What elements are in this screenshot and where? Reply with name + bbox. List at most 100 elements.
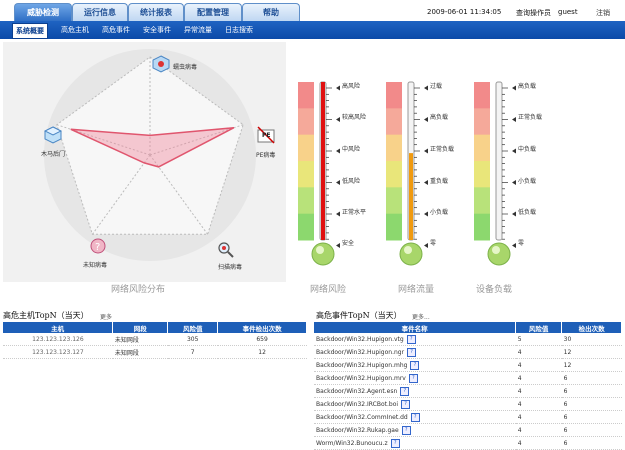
pe-virus-icon[interactable]: PE bbox=[256, 126, 276, 144]
events-col-risk[interactable]: 风险值 bbox=[515, 322, 563, 333]
events-col-count[interactable]: 检出次数 bbox=[561, 322, 622, 333]
gauge-band bbox=[298, 161, 314, 188]
help-icon[interactable]: ? bbox=[406, 334, 416, 344]
event-name[interactable]: Backdoor/Win32.IRCBot.boi? bbox=[314, 397, 516, 411]
event-name[interactable]: Backdoor/Win32.Hupigon.mhg? bbox=[314, 358, 516, 372]
gauge-arrow bbox=[424, 243, 428, 248]
hosts-section-title: 高危主机TopN（当天） bbox=[3, 311, 89, 320]
gauge-arrow bbox=[336, 243, 340, 248]
gauge-arrow bbox=[512, 243, 516, 248]
table-row[interactable]: Backdoor/Win32.CommInet.dd? 4 6 bbox=[314, 410, 622, 424]
gauge-bulb bbox=[399, 242, 423, 266]
tab-runtime-info[interactable]: 运行信息 bbox=[72, 3, 128, 21]
events-more-link[interactable]: 更多... bbox=[412, 314, 430, 321]
hosts-col-risk[interactable]: 风险值 bbox=[167, 322, 219, 333]
event-name[interactable]: Backdoor/Win32.Hupigon.ngr? bbox=[314, 345, 516, 359]
table-row[interactable]: 123.123.123.126 未知网段 305 659 bbox=[3, 333, 307, 346]
gauge-label: 重负载 bbox=[430, 178, 449, 185]
subnav-high-risk-events[interactable]: 高危事件 bbox=[102, 26, 130, 34]
subnav-log-search[interactable]: 日志搜索 bbox=[225, 26, 253, 34]
table-row[interactable]: Worm/Win32.Bunoucu.z? 4 6 bbox=[314, 436, 622, 450]
event-name[interactable]: Backdoor/Win32.CommInet.dd? bbox=[314, 410, 516, 424]
host-ip[interactable]: 123.123.123.126 bbox=[3, 333, 113, 346]
subnav-system-summary[interactable]: 系统概要 bbox=[12, 23, 48, 39]
subnav-abnormal-traffic[interactable]: 异常流量 bbox=[184, 26, 212, 34]
sub-navigation: 系统概要 高危主机 高危事件 安全事件 异常流量 日志搜索 bbox=[0, 21, 625, 39]
help-icon[interactable]: ? bbox=[401, 425, 411, 435]
gauge-band bbox=[386, 161, 402, 188]
event-name[interactable]: Backdoor/Win32.Rukap.gae? bbox=[314, 423, 516, 437]
scan-virus-icon[interactable] bbox=[216, 240, 234, 258]
event-name-text: Worm/Win32.Bunoucu.z bbox=[316, 439, 388, 447]
event-name-text: Backdoor/Win32.Hupigon.ngr bbox=[316, 348, 405, 356]
event-name[interactable]: Backdoor/Win32.Agent.esn? bbox=[314, 384, 516, 398]
worm-virus-icon[interactable] bbox=[152, 55, 170, 73]
subnav-security-events[interactable]: 安全事件 bbox=[143, 26, 171, 34]
hosts-col-segment[interactable]: 网段 bbox=[112, 322, 169, 333]
unknown-virus-icon[interactable]: ? bbox=[89, 237, 107, 255]
radar-axis-line bbox=[149, 124, 244, 156]
risk-radar-chart bbox=[44, 49, 256, 261]
events-col-name[interactable]: 事件名称 bbox=[314, 322, 517, 333]
table-row[interactable]: Backdoor/Win32.Agent.esn? 4 6 bbox=[314, 384, 622, 398]
gauge-bulb bbox=[311, 242, 335, 266]
help-icon[interactable]: ? bbox=[407, 347, 417, 357]
event-count: 6 bbox=[561, 397, 622, 411]
device-load-gauge: 高负载 正常负载 中负载 小负载 低负载 零 bbox=[472, 78, 552, 273]
help-icon[interactable]: ? bbox=[408, 373, 418, 383]
gauge-label: 零 bbox=[430, 240, 437, 247]
radar-axis-unknown-virus: 未知病毒 bbox=[83, 262, 108, 269]
subnav-high-risk-hosts[interactable]: 高危主机 bbox=[61, 26, 89, 34]
gauge-bulb bbox=[487, 242, 511, 266]
gauge-band bbox=[474, 161, 490, 188]
host-risk: 305 bbox=[167, 333, 218, 346]
hosts-col-host[interactable]: 主机 bbox=[3, 322, 114, 333]
table-row[interactable]: Backdoor/Win32.Rukap.gae? 4 6 bbox=[314, 423, 622, 437]
logout-link[interactable]: 注销 bbox=[596, 9, 610, 17]
help-icon[interactable]: ? bbox=[410, 412, 420, 422]
event-name[interactable]: Backdoor/Win32.Hupigon.vtg? bbox=[314, 333, 516, 346]
radar-axis-line bbox=[149, 154, 209, 235]
gauge-arrow bbox=[512, 211, 516, 217]
gauge-band bbox=[298, 82, 314, 109]
hosts-col-count[interactable]: 事件检出次数 bbox=[217, 322, 307, 333]
tab-threat-detection[interactable]: 威胁检测 bbox=[14, 3, 72, 21]
event-risk: 4 bbox=[515, 358, 562, 372]
table-row[interactable]: 123.123.123.127 未知网段 7 12 bbox=[3, 345, 307, 359]
operator-label: 查询操作员 bbox=[516, 9, 551, 17]
event-risk: 4 bbox=[515, 410, 562, 424]
gauge-tube bbox=[495, 81, 503, 241]
table-row[interactable]: Backdoor/Win32.Hupigon.mhg? 4 12 bbox=[314, 358, 622, 372]
host-ip[interactable]: 123.123.123.127 bbox=[3, 345, 113, 359]
gauge-label: 高风险 bbox=[342, 83, 361, 90]
gauge-band bbox=[298, 108, 314, 136]
host-risk: 7 bbox=[167, 345, 218, 359]
gauge-band bbox=[474, 213, 490, 241]
radar-axis-worm-virus: 蠕虫病毒 bbox=[173, 64, 198, 71]
help-icon[interactable]: ? bbox=[401, 399, 411, 409]
event-name[interactable]: Worm/Win32.Bunoucu.z? bbox=[314, 436, 516, 450]
tab-config-management[interactable]: 配置管理 bbox=[184, 3, 242, 21]
table-row[interactable]: Backdoor/Win32.Hupigon.vtg? 5 30 bbox=[314, 333, 622, 346]
gauge-band bbox=[386, 108, 402, 136]
table-row[interactable]: Backdoor/Win32.Hupigon.ngr? 4 12 bbox=[314, 345, 622, 359]
gauge-level-fill bbox=[409, 153, 413, 240]
table-row[interactable]: Backdoor/Win32.Hupigon.mrv? 4 6 bbox=[314, 371, 622, 385]
hosts-more-link[interactable]: 更多 bbox=[100, 314, 113, 321]
gauge-label: 中负载 bbox=[518, 146, 537, 153]
table-row[interactable]: Backdoor/Win32.IRCBot.boi? 4 6 bbox=[314, 397, 622, 411]
radar-caption: 网络风险分布 bbox=[111, 285, 166, 295]
event-name[interactable]: Backdoor/Win32.Hupigon.mrv? bbox=[314, 371, 516, 385]
svg-text:?: ? bbox=[95, 242, 100, 253]
operator-name: guest bbox=[558, 8, 578, 16]
event-count: 12 bbox=[561, 358, 622, 372]
trojan-backdoor-icon[interactable] bbox=[43, 126, 63, 144]
device-load-caption: 设备负载 bbox=[476, 285, 513, 295]
help-icon[interactable]: ? bbox=[400, 386, 410, 396]
gauge-label: 正常负载 bbox=[430, 146, 455, 153]
help-icon[interactable]: ? bbox=[390, 438, 400, 448]
tab-statistics-report[interactable]: 统计报表 bbox=[128, 3, 184, 21]
help-icon[interactable]: ? bbox=[410, 360, 420, 370]
gauge-arrow bbox=[336, 117, 340, 122]
tab-help[interactable]: 帮助 bbox=[242, 3, 300, 21]
